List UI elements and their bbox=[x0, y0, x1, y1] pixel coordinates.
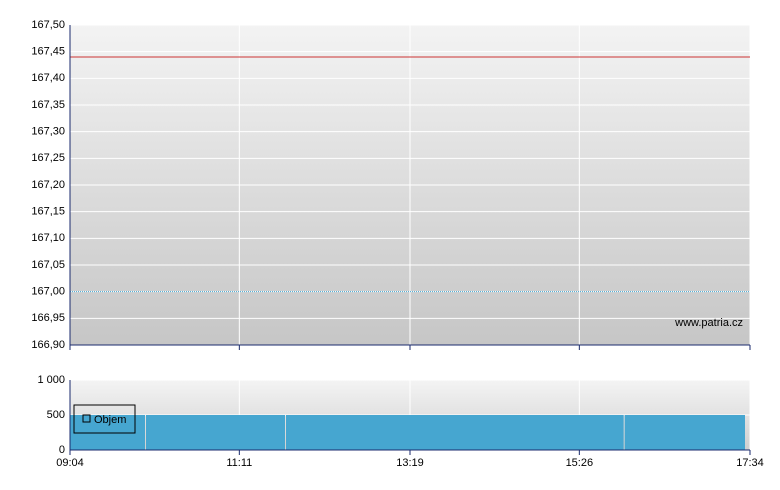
y-tick-label: 167,45 bbox=[31, 46, 65, 58]
x-tick-label: 17:34 bbox=[736, 457, 764, 469]
y-tick-label: 500 bbox=[47, 409, 65, 421]
x-tick-label: 13:19 bbox=[396, 457, 424, 469]
legend-box bbox=[73, 404, 136, 434]
y-tick-label: 167,15 bbox=[31, 206, 65, 218]
x-tick-label: 11:11 bbox=[226, 457, 252, 469]
x-tick-label: 09:04 bbox=[56, 457, 84, 469]
y-tick-label: 167,05 bbox=[31, 259, 65, 271]
y-tick-label: 1 000 bbox=[37, 374, 65, 386]
y-tick-label: 167,25 bbox=[31, 152, 65, 164]
y-tick-label: 167,20 bbox=[31, 179, 65, 191]
y-tick-label: 166,90 bbox=[31, 339, 65, 351]
y-tick-label: 167,35 bbox=[31, 99, 65, 111]
y-tick-label: 166,95 bbox=[31, 312, 65, 324]
y-tick-label: 167,10 bbox=[31, 232, 65, 244]
y-tick-label: 0 bbox=[59, 444, 65, 456]
bar bbox=[286, 415, 624, 450]
x-tick-label: 15:26 bbox=[566, 457, 594, 469]
watermark: www.patria.cz bbox=[674, 317, 743, 329]
bar bbox=[624, 415, 745, 450]
bar bbox=[146, 415, 285, 450]
legend-label: Objem bbox=[94, 414, 126, 426]
y-tick-label: 167,50 bbox=[31, 19, 65, 31]
y-tick-label: 167,30 bbox=[31, 126, 65, 138]
y-tick-label: 167,40 bbox=[31, 72, 65, 84]
y-tick-label: 167,00 bbox=[31, 286, 65, 298]
legend-swatch bbox=[82, 414, 91, 423]
